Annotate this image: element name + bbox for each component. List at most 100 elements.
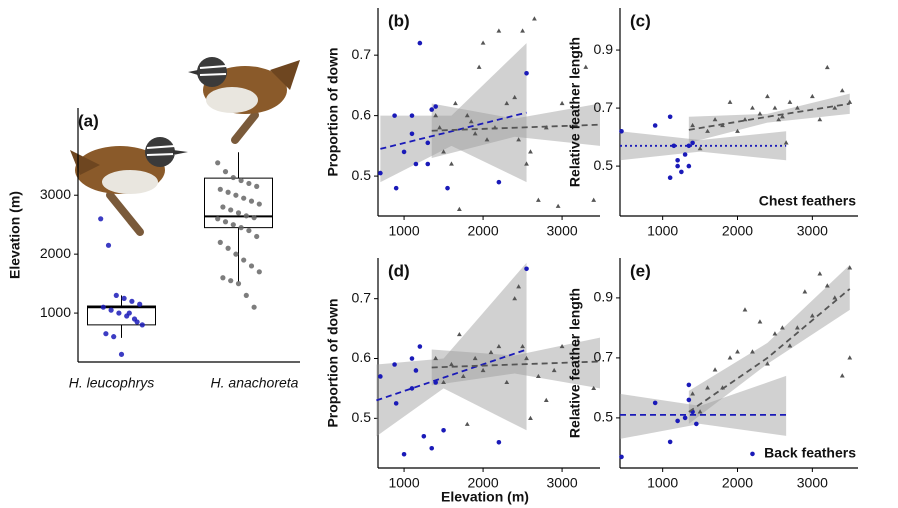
confidence-band xyxy=(431,337,600,389)
point xyxy=(456,206,462,211)
point xyxy=(137,301,143,307)
point xyxy=(476,64,482,69)
y-tick-label: 0.7 xyxy=(352,289,372,305)
point xyxy=(686,143,692,149)
point xyxy=(705,385,710,390)
point xyxy=(460,373,466,379)
point xyxy=(220,275,226,281)
point xyxy=(401,451,407,457)
point xyxy=(472,355,478,361)
point xyxy=(712,117,718,122)
point xyxy=(690,140,695,146)
point xyxy=(484,137,490,142)
y-tick-label: 0.5 xyxy=(594,409,614,425)
point xyxy=(535,197,541,202)
x-tick-label: 1000 xyxy=(388,475,419,491)
point xyxy=(433,104,438,109)
point xyxy=(690,122,695,128)
point xyxy=(246,227,252,234)
panel-label: (d) xyxy=(388,261,410,280)
point xyxy=(256,269,262,275)
point xyxy=(118,351,125,357)
point xyxy=(251,215,257,221)
point xyxy=(230,174,236,181)
point xyxy=(817,117,823,122)
x-tick-label: 2000 xyxy=(722,475,753,491)
point xyxy=(480,40,486,45)
y-axis-label: Proportion of down xyxy=(325,47,341,176)
point xyxy=(652,400,658,406)
point xyxy=(675,163,680,169)
point xyxy=(254,233,260,240)
point xyxy=(783,140,789,145)
point xyxy=(235,281,242,287)
annotation: Chest feathers xyxy=(759,193,856,209)
point xyxy=(121,295,127,301)
point xyxy=(532,16,537,21)
confidence-band xyxy=(380,43,527,183)
confidence-band xyxy=(688,264,850,424)
point xyxy=(413,161,419,167)
point xyxy=(847,265,853,270)
point xyxy=(480,367,486,373)
point xyxy=(619,454,624,460)
y-tick-label: 0.7 xyxy=(352,46,372,62)
point xyxy=(765,361,770,366)
point xyxy=(591,197,597,202)
panel-label: (c) xyxy=(630,11,651,30)
confidence-band xyxy=(620,131,787,161)
point xyxy=(757,111,763,116)
point xyxy=(468,119,474,124)
point xyxy=(528,415,533,420)
point xyxy=(682,415,688,421)
y-tick-label: 2000 xyxy=(40,245,71,261)
point xyxy=(241,195,247,201)
point xyxy=(421,433,427,439)
point xyxy=(445,185,450,191)
point xyxy=(787,99,793,104)
point xyxy=(464,113,470,118)
point xyxy=(496,439,502,445)
point xyxy=(215,216,221,222)
point xyxy=(742,307,748,312)
point xyxy=(504,379,510,385)
point xyxy=(690,391,695,396)
point xyxy=(555,203,561,208)
point xyxy=(551,367,557,373)
point xyxy=(705,128,710,133)
point xyxy=(512,94,518,100)
point xyxy=(241,257,247,263)
point xyxy=(105,242,112,248)
point xyxy=(409,131,415,137)
point xyxy=(524,355,529,361)
point xyxy=(441,379,446,385)
point xyxy=(417,40,423,46)
point xyxy=(757,319,763,324)
point xyxy=(765,93,770,99)
panel-label: (a) xyxy=(78,111,99,130)
point xyxy=(524,71,529,76)
point xyxy=(824,283,830,288)
point xyxy=(228,278,234,284)
point xyxy=(441,149,446,154)
point xyxy=(794,325,800,330)
panel-label: (b) xyxy=(388,11,410,30)
y-tick-label: 1000 xyxy=(40,304,71,320)
point xyxy=(504,100,510,106)
point xyxy=(524,161,529,166)
box xyxy=(87,305,156,326)
point xyxy=(575,337,581,343)
point xyxy=(441,428,446,433)
point xyxy=(222,169,229,175)
point xyxy=(243,213,249,219)
point xyxy=(248,263,255,269)
y-tick-label: 0.5 xyxy=(352,167,372,183)
y-tick-label: 0.5 xyxy=(352,409,372,425)
x-tick-label: 1000 xyxy=(388,223,419,239)
point xyxy=(246,180,252,187)
point xyxy=(559,100,565,106)
point xyxy=(449,361,454,367)
point xyxy=(516,137,522,142)
